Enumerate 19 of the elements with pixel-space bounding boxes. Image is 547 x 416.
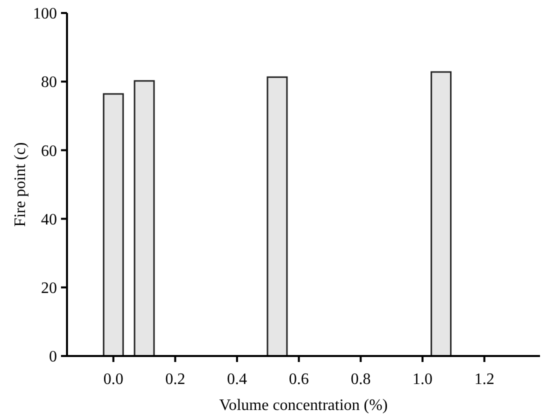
y-tick-label: 60	[41, 142, 57, 160]
y-tick-label: 40	[41, 211, 57, 228]
y-tick-label: 100	[33, 6, 57, 23]
x-tick-label: 0.2	[165, 371, 186, 388]
x-axis-title: Volume concentration (%)	[219, 397, 388, 414]
bar	[102, 93, 124, 357]
bar	[266, 76, 288, 357]
x-tick-label: 0.4	[227, 371, 248, 388]
y-tick-label: 0	[49, 348, 57, 366]
y-tick-label: 80	[41, 74, 57, 92]
x-tick-label: 0.8	[350, 371, 371, 388]
y-axis-title: Fire point (c)	[12, 142, 29, 227]
bar	[134, 80, 155, 357]
x-tick-label: 0.6	[288, 371, 309, 388]
x-tick-label: 1.0	[412, 371, 433, 388]
x-tick-label: 0.0	[103, 371, 124, 388]
x-tick-label: 1.2	[474, 371, 494, 388]
y-tick-label: 20	[41, 280, 57, 297]
bar	[430, 71, 452, 357]
